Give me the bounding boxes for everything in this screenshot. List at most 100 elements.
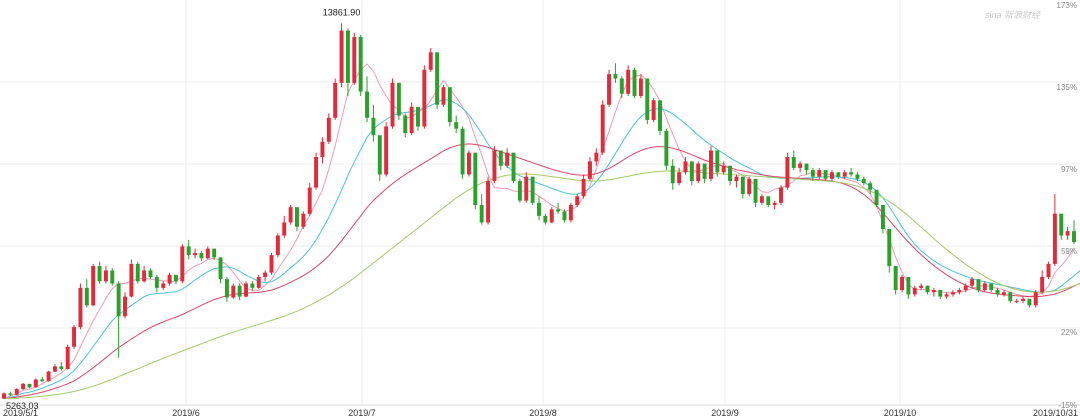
candle-body [1040, 276, 1045, 293]
candle-body [231, 285, 236, 298]
moving-average-line [3, 98, 1080, 399]
candle-body [562, 211, 567, 221]
candle-body [218, 257, 223, 280]
grid-lines [0, 0, 1080, 406]
axis-labels: sina 新浪财经 2019/5/1 2019/6 2019/7 2019/8 … [3, 1, 1078, 418]
moving-average-line [3, 63, 1075, 399]
candle-body [409, 106, 414, 134]
candle-body [1052, 213, 1057, 264]
candle-body [912, 287, 917, 295]
candle-body [384, 126, 389, 175]
watermark-text: sina 新浪财经 [985, 10, 1041, 20]
candle-body [798, 163, 803, 168]
candle-body [817, 170, 822, 177]
candle-body [919, 285, 924, 288]
candle-body [275, 235, 280, 256]
candle-body [193, 252, 198, 256]
candle-body [288, 207, 293, 223]
candle-body [377, 135, 382, 175]
candle-body [199, 252, 204, 259]
candle-body [556, 209, 561, 212]
candle-body [1033, 292, 1038, 306]
candle-body [810, 170, 815, 177]
candle-body [747, 178, 752, 195]
candle-body [995, 290, 1000, 295]
x-tick-label: 2019/10/31 [1033, 408, 1078, 418]
candle-body [282, 222, 287, 236]
candle-body [72, 327, 77, 347]
candle-body [154, 276, 159, 288]
candle-body [658, 100, 662, 131]
candle-body [677, 172, 682, 184]
candle-body [626, 69, 631, 94]
candle-body [925, 285, 930, 293]
candle-body [14, 389, 19, 395]
candle-body [1014, 300, 1019, 302]
candle-body [734, 176, 739, 182]
candle-body [1008, 292, 1013, 301]
candle-body [976, 279, 981, 291]
candle-body [295, 207, 299, 227]
candle-body [339, 30, 344, 83]
candle-body [938, 290, 943, 297]
candle-body [148, 270, 153, 277]
candle-body [836, 172, 841, 177]
candle-body [530, 176, 535, 203]
candle-body [517, 181, 522, 201]
candle-body [320, 141, 325, 158]
high-value-label: 13861.90 [323, 7, 361, 17]
candle-body [524, 176, 529, 201]
candle-body [982, 283, 987, 291]
right-axis-label: 22% [1061, 328, 1077, 337]
candles [2, 23, 1076, 400]
candle-body [613, 74, 618, 79]
candle-body [880, 205, 885, 229]
candle-body [715, 150, 720, 173]
candle-body [224, 279, 229, 298]
candle-body [78, 287, 83, 328]
candle-body [416, 106, 420, 127]
right-axis-label: 135% [1057, 83, 1077, 92]
candle-body [65, 346, 70, 369]
candle-body [142, 270, 147, 282]
candle-body [371, 117, 376, 136]
candle-body [638, 78, 643, 96]
candle-body [301, 213, 306, 227]
candle-body [237, 285, 242, 297]
candle-body [619, 78, 624, 94]
candle-body [110, 270, 115, 284]
moving-average-line [3, 170, 1080, 399]
candle-body [435, 52, 440, 105]
candle-body [632, 69, 637, 96]
candle-body [849, 172, 854, 175]
candle-body [97, 266, 102, 282]
candle-body [645, 78, 650, 120]
candle-body [492, 150, 497, 182]
candle-body [21, 383, 26, 390]
candle-body [129, 263, 134, 297]
candle-body [511, 152, 516, 182]
x-tick-label: 2019/8 [529, 408, 557, 418]
candle-body [256, 276, 261, 288]
candle-body [59, 366, 64, 369]
right-axis-label: -15% [1058, 401, 1077, 410]
x-tick-label: 2019/9 [711, 408, 739, 418]
candle-body [269, 255, 274, 273]
candle-body [842, 172, 847, 177]
candle-body [396, 82, 401, 116]
candle-body [951, 292, 955, 295]
candle-body [91, 266, 96, 306]
moving-average-line [3, 143, 1080, 399]
candle-body [180, 246, 185, 282]
candle-body [779, 187, 783, 203]
candle-body [893, 266, 898, 291]
candle-body [84, 287, 89, 306]
candle-body [963, 285, 968, 291]
candle-body [549, 209, 554, 223]
candle-body [670, 165, 675, 184]
candle-body [861, 178, 866, 184]
candle-body [486, 181, 491, 223]
candle-body [651, 100, 656, 120]
candle-body [365, 91, 370, 118]
